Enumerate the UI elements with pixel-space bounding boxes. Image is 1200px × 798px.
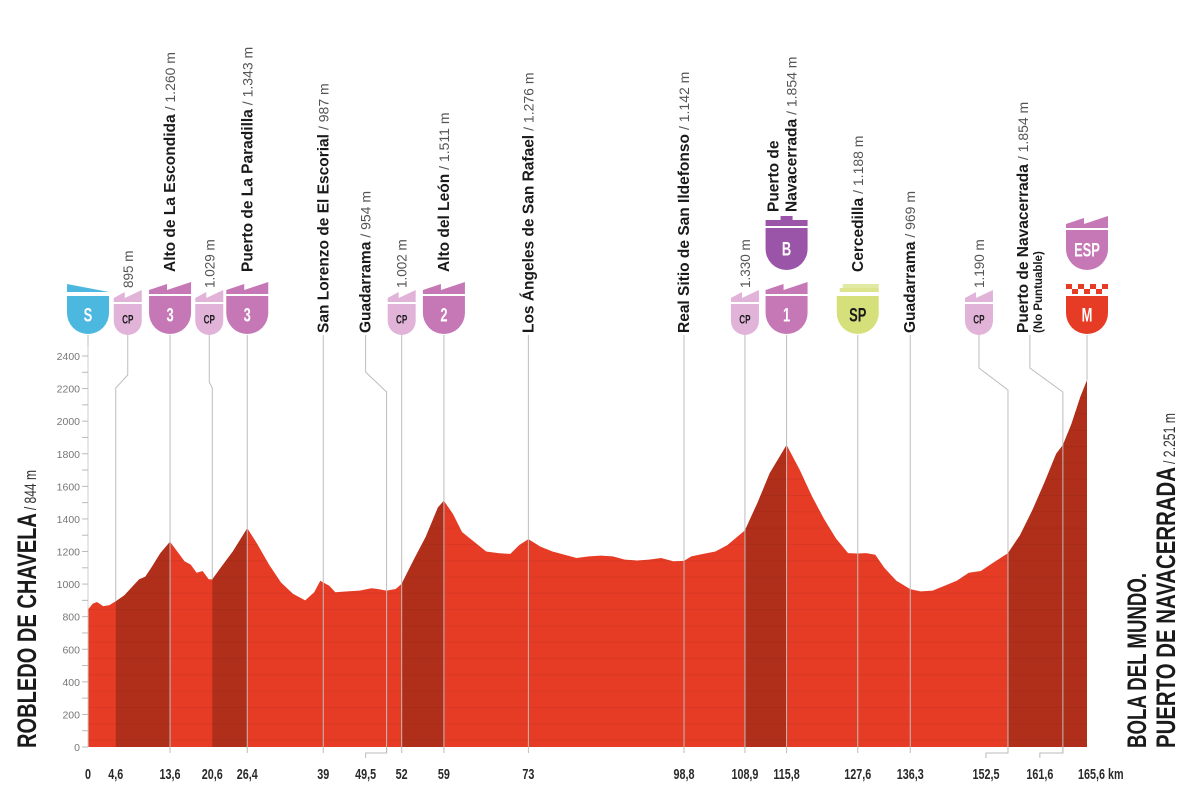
x-tick-label: 20,6: [202, 765, 223, 782]
climb-segment: [115, 541, 170, 747]
waypoint-label: Guadarrama/ 969 m: [902, 191, 919, 333]
badge-b-icon: B: [765, 216, 808, 270]
x-tick-label: 26,4: [237, 765, 259, 782]
badge-esp-icon: ESP: [1066, 216, 1108, 270]
waypoint-label: Navacerrada/ 1.854 m: [784, 57, 801, 212]
badge-cp-icon: CP: [113, 290, 142, 335]
waypoint-label: Guadarrama/ 954 m: [358, 191, 375, 333]
y-tick-label: 1600: [57, 481, 81, 493]
climb-segment: [212, 528, 248, 747]
x-tick-label: 49,5: [355, 765, 376, 782]
y-tick-label: 1200: [57, 547, 81, 559]
waypoint-label: Puerto de La Paradilla/ 1.343 m: [239, 47, 256, 272]
category-badges: S CP 3 CP 3 CP 2 CP 1 B SP CP M ESP: [67, 216, 1108, 335]
y-tick-label: 1800: [57, 449, 81, 461]
waypoint-label: Real Sitio de San Ildefonso/ 1.142 m: [676, 72, 693, 333]
x-tick-label: 115,8: [773, 765, 799, 782]
svg-text:SP: SP: [849, 305, 866, 326]
leader-line: [978, 335, 1009, 753]
svg-text:3: 3: [166, 305, 173, 326]
svg-text:1: 1: [783, 305, 790, 326]
x-tick-label: 152,5: [972, 765, 999, 782]
x-tick-label: 108,9: [731, 765, 758, 782]
badge-cp-icon: CP: [964, 290, 993, 335]
y-tick-label: 2400: [57, 351, 81, 363]
svg-text:CP: CP: [396, 314, 407, 327]
endpoint-label: PUERTO DE NAVACERRADA/ 2.251 m: [1151, 413, 1181, 748]
svg-text:B: B: [782, 239, 791, 260]
badge-cp-icon: CP: [387, 290, 416, 335]
x-tick-label: 0: [85, 765, 91, 782]
badge-3-icon: 3: [149, 282, 192, 334]
svg-text:ESP: ESP: [1074, 240, 1100, 261]
svg-text:M: M: [1082, 305, 1093, 326]
x-tick-label: 127,6: [844, 765, 871, 782]
x-tick-label: 165,6 km: [1078, 765, 1124, 782]
waypoint-labels: 895 m Alto de La Escondida/ 1.260 m 1.029 …: [121, 47, 1045, 333]
waypoint-label: 1.029 m: [202, 239, 217, 288]
x-tick-label: 59: [438, 765, 450, 782]
waypoint-label: Puerto de Navacerrada/ 1.854 m: [1015, 102, 1032, 333]
climb-segment: [1008, 380, 1087, 747]
y-axis: 0 200 400 600 800 1000 1200 1400 1600 1800 2000 220…: [57, 346, 89, 754]
leader-line: [1029, 335, 1064, 753]
y-tick-label: 400: [62, 677, 80, 689]
waypoint-label: San Lorenzo de El Escorial/ 987 m: [315, 83, 332, 333]
x-tick-label: 98,8: [674, 765, 695, 782]
badge-cp-icon: CP: [730, 290, 759, 335]
waypoint-label: Alto de La Escondida/ 1.260 m: [162, 52, 179, 272]
x-tick-label: 52: [396, 765, 408, 782]
y-tick-label: 1400: [57, 514, 81, 526]
leader-line: [365, 335, 388, 753]
svg-text:CP: CP: [973, 314, 984, 327]
x-tick-label: 13,6: [160, 765, 181, 782]
waypoint-label: 895 m: [121, 250, 136, 288]
climb-segment: [745, 445, 787, 747]
endpoint-label: BOLA DEL MUNDO.: [1122, 573, 1152, 748]
waypoint-label: 1.330 m: [738, 239, 753, 288]
badge-cp-icon: CP: [195, 290, 224, 335]
svg-text:2: 2: [440, 305, 447, 326]
waypoint-label: 1.190 m: [972, 239, 987, 288]
svg-text:CP: CP: [122, 314, 133, 327]
x-tick-label: 39: [317, 765, 329, 782]
leader-line: [115, 335, 129, 602]
badge-3-icon: 3: [226, 282, 269, 334]
y-tick-label: 200: [62, 709, 80, 721]
waypoint-label: Puerto de: [766, 140, 783, 212]
badge-m-icon: M: [1066, 284, 1108, 334]
waypoint-label: 1.002 m: [395, 239, 410, 288]
x-tick-label: 73: [522, 765, 534, 782]
svg-text:CP: CP: [204, 314, 215, 327]
waypoint-label: (No Puntuable): [1033, 251, 1045, 333]
y-tick-label: 800: [62, 612, 80, 624]
leader-line: [208, 335, 213, 580]
svg-text:3: 3: [244, 305, 251, 326]
waypoint-label: Los Ángeles de San Rafael/ 1.276 m: [520, 73, 537, 334]
y-tick-label: 2000: [57, 416, 81, 428]
x-tick-label: 136,3: [897, 765, 924, 782]
y-tick-label: 2200: [57, 384, 81, 396]
y-tick-label: 600: [62, 644, 80, 656]
waypoint-label: Cercedilla/ 1.188 m: [850, 136, 867, 272]
x-axis: 0 4,6 13,6 20,6 26,4 39 49,5 52 59 73 98,8 108,9 115…: [85, 747, 1124, 782]
badge-1-icon: 1: [765, 282, 808, 334]
badge-2-icon: 2: [422, 282, 465, 334]
x-tick-label: 161,6: [1026, 765, 1053, 782]
endpoint-label: ROBLEDO DE CHAVELA/ 844 m: [12, 470, 42, 748]
start-finish-labels: ROBLEDO DE CHAVELA/ 844 m BOLA DEL MUNDO.…: [12, 413, 1181, 748]
profile-area: [88, 380, 1087, 747]
waypoint-label: Alto del León/ 1.511 m: [436, 113, 453, 273]
badge-s-icon: S: [67, 284, 109, 334]
elevation-profile-area: [88, 380, 1087, 747]
svg-text:S: S: [84, 305, 93, 326]
badge-sp-icon: SP: [836, 284, 879, 334]
y-tick-label: 0: [74, 742, 80, 754]
y-tick-label: 1000: [57, 579, 81, 591]
climb-segment: [401, 500, 444, 747]
svg-text:CP: CP: [739, 314, 750, 327]
x-tick-label: 4,6: [108, 765, 123, 782]
